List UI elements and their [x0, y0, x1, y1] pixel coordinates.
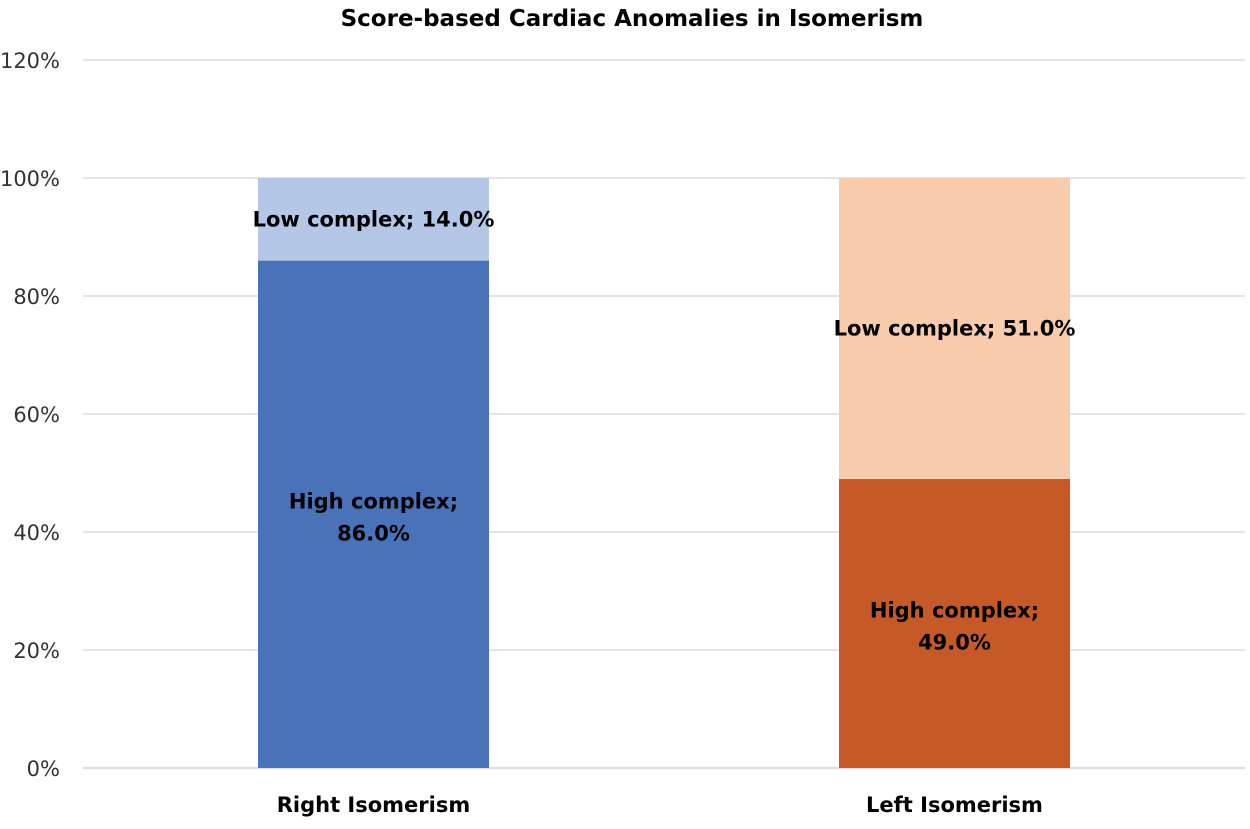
data-label: Low complex; 51.0% — [834, 316, 1076, 340]
y-tick-label: 60% — [13, 403, 60, 427]
data-label: 49.0% — [918, 630, 991, 654]
bar-segment — [839, 478, 1070, 768]
y-tick-label: 20% — [13, 639, 60, 663]
bar-segment — [258, 178, 489, 261]
chart-title: Score-based Cardiac Anomalies in Isomeri… — [341, 6, 924, 32]
data-label: High complex; — [289, 489, 458, 513]
data-label: 86.0% — [337, 521, 410, 545]
data-label: Low complex; 14.0% — [253, 207, 495, 231]
y-tick-label: 100% — [0, 167, 60, 191]
y-tick-label: 0% — [27, 757, 60, 781]
x-tick-label: Left Isomerism — [866, 793, 1043, 817]
x-tick-label: Right Isomerism — [277, 793, 471, 817]
bar-segment — [258, 260, 489, 768]
y-tick-label: 120% — [0, 49, 60, 73]
y-tick-label: 80% — [13, 285, 60, 309]
bar-segment — [839, 178, 1070, 479]
data-label: High complex; — [870, 598, 1039, 622]
y-tick-label: 40% — [13, 521, 60, 545]
